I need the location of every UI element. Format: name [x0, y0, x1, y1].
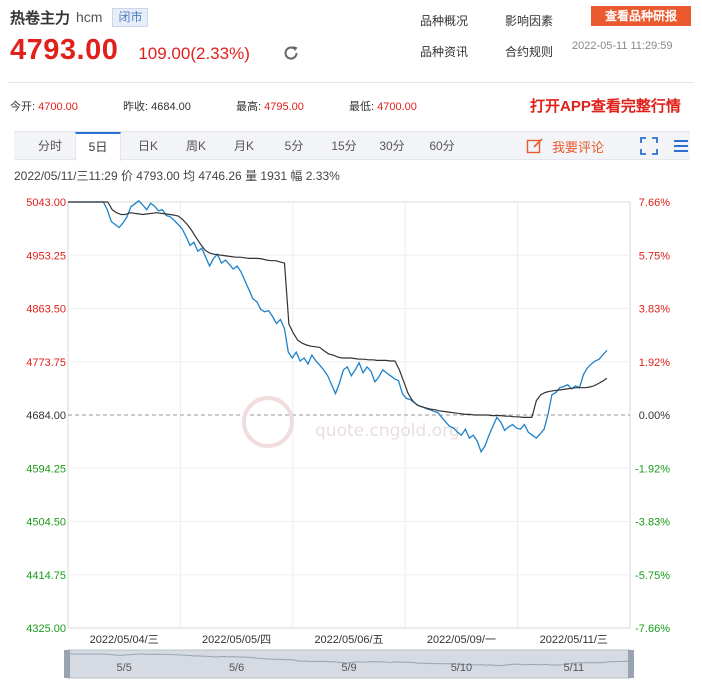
divider: [8, 82, 694, 83]
navigator-date-label: 5/5: [117, 662, 132, 674]
tab-30min[interactable]: 30分: [379, 139, 405, 153]
tab-5min[interactable]: 5分: [284, 139, 304, 153]
comment-label: 我要评论: [552, 139, 605, 155]
y-tick-label: 4414.75: [26, 570, 66, 582]
tab-intraday[interactable]: 分时: [37, 139, 62, 153]
x-date-label: 2022/05/04/三: [90, 634, 159, 646]
pct-tick-label: 1.92%: [639, 357, 670, 369]
fullscreen-icon[interactable]: [640, 137, 658, 155]
pct-tick-label: -5.75%: [635, 570, 670, 582]
status-badge: 闭市: [112, 7, 149, 27]
refresh-icon[interactable]: [282, 44, 300, 62]
navigator-right-handle: [628, 650, 634, 678]
price-chart[interactable]: 5043.00 7.66% 4953.25 5.75% 4863.50 3.83% 4773…: [0, 188, 702, 686]
open-label: 今开:: [10, 101, 36, 113]
comment-button[interactable]: 我要评论: [526, 132, 604, 160]
period-tabbar: 分时 5日 日K 周K 月K 5分 15分 30分 60分 我要评论: [14, 131, 690, 161]
low-label: 最低:: [349, 101, 375, 113]
product-links: 品种概况 影响因素 品种资讯 合约规则: [420, 12, 580, 60]
navigator-date-label: 5/6: [229, 662, 244, 674]
y-tick-label: 4684.00: [26, 410, 66, 422]
tab-monthly-k[interactable]: 月K: [233, 139, 254, 153]
link-product-news[interactable]: 品种资讯: [420, 45, 469, 59]
timestamp: 2022-05-11 11:29:59: [572, 40, 673, 52]
tab-weekly-k[interactable]: 周K: [185, 139, 206, 153]
link-product-overview[interactable]: 品种概况: [420, 14, 469, 28]
more-menu-icon[interactable]: [672, 137, 690, 155]
pct-tick-label: 7.66%: [639, 197, 670, 209]
x-date-label: 2022/05/09/一: [427, 634, 496, 646]
y-tick-label: 4594.25: [26, 463, 66, 475]
navigator-mini-line: [68, 653, 631, 667]
y-tick-label: 4953.25: [26, 250, 66, 262]
prev-close-label: 昨收:: [123, 101, 149, 113]
tab-60min[interactable]: 60分: [429, 139, 455, 153]
pct-tick-label: -3.83%: [635, 517, 670, 529]
open-app-link[interactable]: 打开APP查看完整行情: [530, 98, 681, 115]
pct-tick-label: 3.83%: [639, 304, 670, 316]
price-change: 109.00(2.33%): [138, 44, 250, 63]
navigator-date-label: 5/11: [564, 662, 585, 674]
edit-icon: [526, 138, 543, 154]
tab-daily-k[interactable]: 日K: [137, 139, 158, 153]
x-date-label: 2022/05/11/三: [540, 634, 608, 646]
price-row: 4793.00 109.00(2.33%): [10, 34, 250, 67]
high-label: 最高:: [236, 101, 262, 113]
y-tick-label: 5043.00: [26, 197, 66, 209]
tab-5day[interactable]: 5日: [75, 132, 121, 161]
prev-close-value: 4684.00: [151, 101, 191, 113]
average-series-line: [68, 201, 608, 418]
prev-close-stat: 昨收: 4684.00: [123, 98, 191, 114]
low-stat: 最低: 4700.00: [349, 98, 417, 114]
tab-15min[interactable]: 15分: [331, 139, 357, 153]
pct-tick-label: -1.92%: [635, 463, 670, 475]
link-contract-rules[interactable]: 合约规则: [505, 45, 554, 59]
title-row: 热卷主力 hcm 闭市: [10, 6, 149, 28]
low-value: 4700.00: [377, 101, 417, 113]
current-price: 4793.00: [10, 34, 119, 66]
crosshair-info: 2022/05/11/三11:29 价 4793.00 均 4746.26 量 …: [14, 169, 340, 183]
pct-tick-label: 5.75%: [639, 250, 670, 262]
x-date-label: 2022/05/06/五: [314, 634, 383, 646]
y-tick-label: 4773.75: [26, 357, 66, 369]
high-value: 4795.00: [264, 101, 304, 113]
chart-svg: 5043.00 7.66% 4953.25 5.75% 4863.50 3.83% 4773…: [26, 197, 670, 679]
contract-name: 热卷主力: [10, 9, 71, 27]
y-tick-label: 4504.50: [26, 517, 66, 529]
watermark-text: quote.cngold.org: [315, 421, 460, 441]
price-series-line: [68, 199, 608, 454]
open-stat: 今开: 4700.00: [10, 98, 78, 114]
navigator-date-label: 5/9: [341, 662, 356, 674]
navigator-date-label: 5/10: [451, 662, 472, 674]
research-report-button[interactable]: 查看品种研报: [591, 6, 691, 26]
x-date-label: 2022/05/05/四: [202, 634, 271, 646]
navigator-left-handle: [64, 650, 70, 678]
y-tick-label: 4863.50: [26, 304, 66, 316]
pct-tick-label: -7.66%: [635, 623, 670, 635]
link-influence-factors[interactable]: 影响因素: [505, 14, 554, 28]
y-tick-label: 4325.00: [26, 623, 66, 635]
contract-code: hcm: [76, 9, 103, 25]
pct-tick-label: 0.00%: [639, 410, 670, 422]
watermark-logo: [242, 396, 294, 448]
high-stat: 最高: 4795.00: [236, 98, 304, 114]
open-value: 4700.00: [38, 101, 78, 113]
